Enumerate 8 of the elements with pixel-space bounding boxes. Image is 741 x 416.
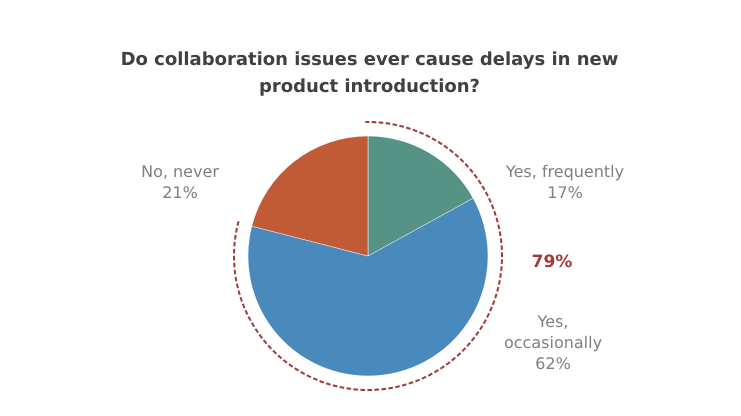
slice-label: No, never [141,162,220,181]
data-label: 17% [547,183,583,202]
chart-title: Do collaboration issues ever cause delays in new product introduction? [120,49,618,97]
slice-label: Yes, frequently [504,162,624,181]
text: 79% [532,252,572,272]
data-label: 21% [162,183,198,202]
data-label: 62% [535,354,571,373]
slice-label: Yes, occasionally [504,312,602,352]
